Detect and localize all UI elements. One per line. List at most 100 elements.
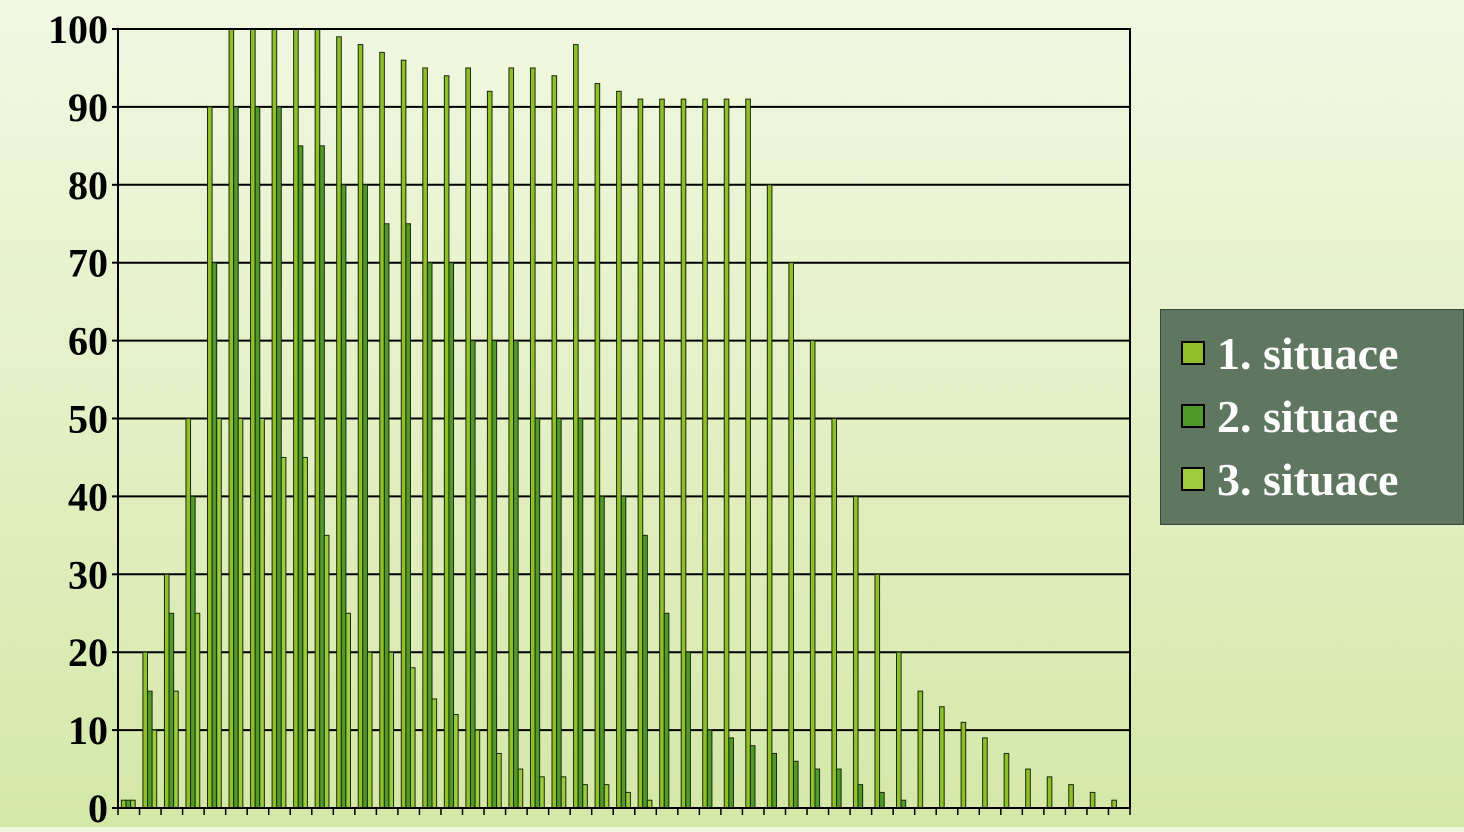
y-tick-label: 20 bbox=[68, 630, 108, 675]
bar-s1 bbox=[896, 651, 902, 809]
bar-s3 bbox=[582, 784, 588, 809]
bar-s2 bbox=[620, 495, 627, 809]
bar-s1 bbox=[465, 67, 471, 809]
bar-s1 bbox=[336, 36, 342, 809]
bar-s1 bbox=[917, 690, 924, 809]
y-tick-label: 60 bbox=[68, 319, 108, 364]
bar-s2 bbox=[900, 799, 907, 809]
legend-label-2: 2. situace bbox=[1217, 390, 1399, 442]
bar-s3 bbox=[539, 776, 545, 809]
bar-s2 bbox=[814, 768, 821, 809]
bar-s2 bbox=[534, 418, 541, 809]
bar-s2 bbox=[340, 184, 347, 809]
y-tick-label: 50 bbox=[68, 397, 108, 442]
legend: 1. situace 2. situace 3. situace bbox=[1160, 309, 1464, 525]
bar-s3 bbox=[323, 534, 330, 809]
legend-item-3: 3. situace bbox=[1181, 454, 1398, 505]
bar-s2 bbox=[513, 340, 519, 809]
bar-s3 bbox=[517, 768, 524, 809]
bar-s3 bbox=[625, 791, 631, 809]
bar-s3 bbox=[560, 776, 567, 809]
legend-item-1: 1. situace bbox=[1181, 328, 1398, 379]
bar-s3 bbox=[496, 752, 502, 809]
bar-s2 bbox=[233, 106, 239, 809]
bar-s3 bbox=[259, 418, 265, 809]
bar-s1 bbox=[1111, 799, 1117, 809]
bar-s2 bbox=[211, 262, 218, 809]
bar-s2 bbox=[276, 106, 282, 809]
bar-s1 bbox=[206, 106, 213, 809]
bar-s2 bbox=[685, 651, 691, 809]
bar-s1 bbox=[874, 573, 881, 809]
bar-s1 bbox=[1046, 776, 1053, 809]
y-tick-label: 40 bbox=[68, 474, 108, 519]
bar-s1 bbox=[314, 28, 321, 809]
bar-s1 bbox=[831, 418, 838, 809]
bar-s2 bbox=[792, 760, 799, 809]
bar-s2 bbox=[147, 690, 153, 809]
legend-label-3: 3. situace bbox=[1217, 453, 1399, 505]
bar-s1 bbox=[809, 340, 816, 809]
bar-s2 bbox=[254, 106, 261, 809]
bar-s3 bbox=[431, 698, 438, 809]
bar-s2 bbox=[491, 340, 498, 809]
bar-s2 bbox=[168, 612, 175, 809]
bar-s1 bbox=[637, 98, 644, 809]
y-tick-label: 70 bbox=[68, 241, 108, 286]
y-tick-label: 30 bbox=[68, 552, 108, 597]
legend-swatch-1 bbox=[1181, 341, 1205, 365]
bar-s3 bbox=[151, 729, 158, 809]
bar-s3 bbox=[216, 418, 222, 809]
bar-s1 bbox=[702, 98, 708, 809]
bar-s1 bbox=[680, 98, 687, 809]
bar-s1 bbox=[939, 706, 945, 809]
bar-s2 bbox=[448, 262, 455, 809]
bar-s2 bbox=[749, 745, 756, 809]
bar-s1 bbox=[788, 262, 794, 809]
bar-s2 bbox=[642, 534, 648, 809]
bar-s2 bbox=[405, 223, 411, 809]
bar-s1 bbox=[185, 418, 192, 809]
bar-s2 bbox=[383, 223, 390, 809]
bar-s1 bbox=[142, 651, 148, 809]
bar-s3 bbox=[474, 729, 481, 809]
bar-s1 bbox=[529, 67, 536, 809]
bar-s2 bbox=[319, 145, 325, 809]
bar-s2 bbox=[426, 262, 433, 809]
y-tick-label: 90 bbox=[68, 85, 108, 130]
bar-s1 bbox=[766, 184, 773, 809]
bar-s1 bbox=[357, 44, 364, 809]
bar-s2 bbox=[190, 495, 196, 809]
y-tick-label: 100 bbox=[48, 7, 108, 52]
bar-s1 bbox=[1003, 752, 1010, 809]
bar-s2 bbox=[469, 340, 476, 809]
bar-s3 bbox=[453, 714, 459, 809]
bar-s2 bbox=[663, 612, 670, 809]
bar-s1 bbox=[422, 67, 428, 809]
bar-s3 bbox=[345, 612, 351, 809]
bar-s1 bbox=[960, 721, 967, 809]
bar-s3 bbox=[173, 690, 179, 809]
bar-s1 bbox=[379, 51, 385, 809]
bar-s1 bbox=[1089, 791, 1096, 809]
legend-item-2: 2. situace bbox=[1181, 391, 1398, 442]
bar-s1 bbox=[400, 59, 407, 809]
y-tick-label: 10 bbox=[68, 708, 108, 753]
legend-swatch-2 bbox=[1181, 404, 1205, 428]
bar-s1 bbox=[1025, 768, 1031, 809]
bar-s1 bbox=[573, 44, 579, 809]
bar-s1 bbox=[659, 98, 665, 809]
bar-s1 bbox=[723, 98, 730, 809]
legend-swatch-3 bbox=[1181, 467, 1205, 491]
bar-s3 bbox=[388, 651, 395, 809]
bar-s1 bbox=[293, 28, 299, 809]
bar-s1 bbox=[163, 573, 170, 809]
bar-s2 bbox=[556, 418, 562, 809]
bar-s1 bbox=[250, 28, 256, 809]
bar-s2 bbox=[125, 799, 132, 809]
bar-s1 bbox=[120, 799, 127, 809]
bar-s2 bbox=[857, 784, 864, 809]
bar-s1 bbox=[551, 75, 558, 809]
